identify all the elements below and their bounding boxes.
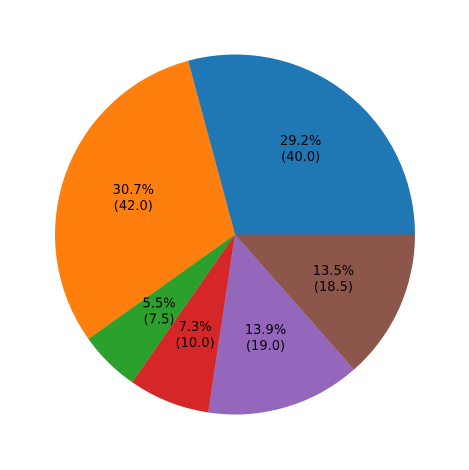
slice-percent-label: 30.7% bbox=[113, 183, 154, 198]
slice-data-label: 13.5% (18.5) bbox=[313, 264, 354, 295]
slice-value-label: (10.0) bbox=[176, 336, 215, 351]
slice-value-label: (40.0) bbox=[281, 150, 320, 165]
slice-data-label: 29.2% (40.0) bbox=[280, 134, 321, 165]
pie-slice bbox=[235, 234, 415, 370]
slice-value-label: (18.5) bbox=[314, 280, 353, 295]
slice-percent-label: 29.2% bbox=[280, 134, 321, 149]
slice-percent-label: 13.5% bbox=[313, 264, 354, 279]
pie-slice bbox=[208, 234, 355, 415]
slice-data-label: 7.3% (10.0) bbox=[176, 320, 215, 351]
slice-value-label: (7.5) bbox=[144, 312, 175, 327]
slice-value-label: (19.0) bbox=[246, 339, 285, 354]
slice-data-label: 30.7% (42.0) bbox=[113, 183, 154, 214]
slice-data-label: 5.5% (7.5) bbox=[143, 296, 176, 327]
slice-value-label: (42.0) bbox=[114, 199, 153, 214]
pie-slice bbox=[188, 54, 415, 235]
slice-percent-label: 5.5% bbox=[143, 296, 176, 311]
slice-data-label: 13.9% (19.0) bbox=[245, 323, 286, 354]
slice-percent-label: 13.9% bbox=[245, 323, 286, 338]
slice-percent-label: 7.3% bbox=[179, 320, 212, 335]
pie-slice bbox=[88, 234, 235, 383]
pie-slice bbox=[54, 60, 235, 339]
pie-slice bbox=[132, 234, 235, 413]
